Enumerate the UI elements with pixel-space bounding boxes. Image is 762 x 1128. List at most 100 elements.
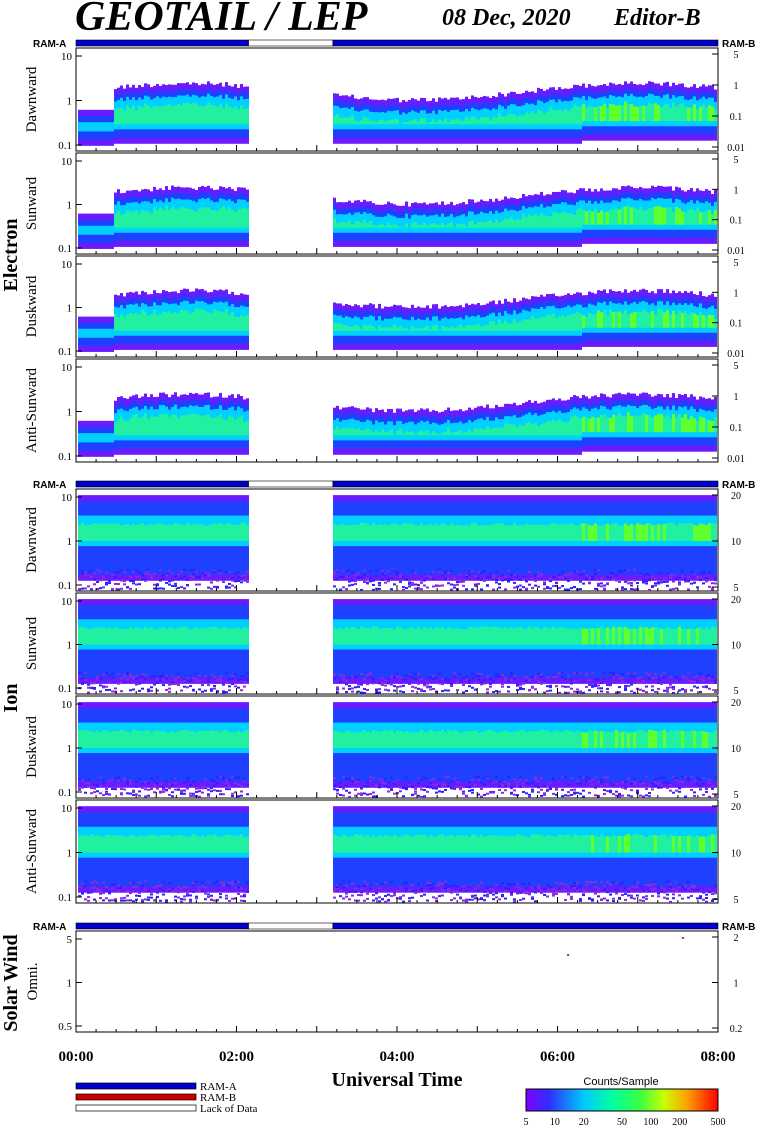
- spectrogram-cell: [561, 110, 564, 125]
- spectrogram-cell: [78, 122, 81, 132]
- spectrogram-cell: [615, 588, 618, 591]
- spectrogram-cell: [681, 211, 684, 225]
- spectrogram-cell: [618, 525, 621, 542]
- spectrogram-cell: [639, 311, 642, 328]
- spectrogram-cell: [150, 108, 153, 125]
- spectrogram-cell: [204, 105, 207, 125]
- ram-a-label: RAM-A: [33, 39, 66, 50]
- spectrogram-cell: [708, 579, 711, 582]
- spectrogram-cell: [354, 582, 357, 585]
- spectrogram-cell: [114, 422, 117, 436]
- spectrogram-cell: [225, 523, 228, 542]
- spectrogram-cell: [528, 113, 531, 125]
- spectrogram-cell: [450, 569, 453, 572]
- spectrogram-cell: [405, 213, 408, 233]
- spectrogram-cell: [342, 117, 345, 125]
- spectrogram-cell: [591, 576, 594, 579]
- spectrogram-cell: [357, 121, 360, 125]
- spectrogram-cell: [135, 210, 138, 228]
- spectrogram-cell: [396, 524, 399, 542]
- spectrogram-cell: [162, 524, 165, 542]
- y-tick-label: 5: [734, 50, 739, 61]
- spectrogram-cell: [396, 217, 399, 233]
- plot-editor: Editor-B: [613, 5, 701, 31]
- spectrogram-cell: [510, 574, 513, 577]
- spectrogram-cell: [150, 574, 153, 577]
- spectrogram-cell: [240, 576, 243, 579]
- spectrogram-cell: [609, 209, 612, 225]
- spectrogram-cell: [333, 524, 336, 542]
- spectrogram-cell: [528, 421, 531, 436]
- spectrogram-cell: [93, 578, 96, 581]
- spectrogram-cell: [672, 522, 675, 542]
- spectrogram-cell: [480, 571, 483, 574]
- spectrogram-cell: [195, 211, 198, 228]
- spectrogram-cell: [129, 576, 132, 579]
- spectrogram-cell: [180, 681, 183, 684]
- spectrogram-cell: [465, 588, 468, 591]
- spectrogram-cell: [237, 317, 240, 331]
- spectrogram-cell: [222, 524, 225, 542]
- spectrogram-cell: [120, 214, 123, 228]
- spectrogram-cell: [513, 522, 516, 542]
- spectrogram-cell: [501, 220, 504, 228]
- spectrogram-cell: [240, 315, 243, 331]
- spectrogram-cell: [345, 680, 348, 683]
- spectrogram-cell: [585, 523, 588, 542]
- spectrogram-cell: [375, 112, 378, 130]
- spectrogram-cell: [372, 316, 375, 336]
- spectrogram-cell: [714, 417, 717, 433]
- spectrogram-cell: [141, 416, 144, 436]
- spectrogram-cell: [204, 628, 207, 645]
- spectrogram-cell: [165, 677, 168, 680]
- spectrogram-cell: [462, 111, 465, 130]
- spectrogram-cell: [453, 119, 456, 125]
- spectrogram-cell: [162, 106, 165, 125]
- spectrogram-cell: [525, 112, 528, 125]
- spectrogram-cell: [438, 424, 441, 441]
- spectrogram-cell: [450, 119, 453, 125]
- spectrogram-cell: [336, 629, 339, 645]
- spectrogram-cell: [366, 683, 369, 686]
- spectrogram-cell: [357, 111, 360, 130]
- spectrogram-cell: [633, 415, 636, 433]
- spectrogram-cell: [480, 221, 483, 228]
- spectrogram-cell: [336, 570, 339, 573]
- spectrogram-cell: [207, 586, 210, 589]
- spectrogram-cell: [630, 104, 633, 122]
- spectrogram-cell: [549, 577, 552, 580]
- spectrogram-cell: [636, 582, 639, 585]
- spectrogram-cell: [234, 685, 237, 688]
- spectrogram-cell: [615, 311, 618, 328]
- spectrogram-cell: [147, 568, 150, 571]
- spectrogram-cell: [474, 214, 477, 233]
- spectrogram-cell: [651, 585, 654, 588]
- spectrogram-cell: [81, 122, 84, 132]
- spectrogram-cell: [342, 575, 345, 578]
- spectrogram-cell: [447, 111, 450, 130]
- spectrogram-cell: [615, 574, 618, 577]
- spectrogram-cell: [171, 524, 174, 542]
- spectrogram-cell: [600, 312, 603, 328]
- spectrogram-cell: [363, 627, 366, 645]
- spectrogram-cell: [123, 110, 126, 125]
- spectrogram-cell: [573, 586, 576, 589]
- spectrogram-cell: [228, 582, 231, 585]
- spectrogram-cell: [348, 676, 351, 679]
- spectrogram-cell: [213, 626, 216, 645]
- spectrogram-cell: [114, 571, 117, 574]
- spectrogram-cell: [213, 585, 216, 588]
- spectrogram-cell: [384, 573, 387, 576]
- spectrogram-cell: [111, 628, 114, 645]
- spectrogram-cells: [78, 392, 717, 457]
- spectrogram-cell: [390, 577, 393, 580]
- spectrogram-cell: [174, 582, 177, 585]
- spectrogram-cell: [120, 569, 123, 572]
- spectrogram-cell: [105, 583, 108, 586]
- spectrogram-cell: [594, 313, 597, 328]
- spectrogram-cell: [393, 434, 396, 436]
- spectrogram-cell: [228, 415, 231, 436]
- spectrogram-cell: [384, 112, 387, 130]
- spectrogram-cell: [81, 522, 84, 542]
- spectrogram-cell: [375, 225, 378, 228]
